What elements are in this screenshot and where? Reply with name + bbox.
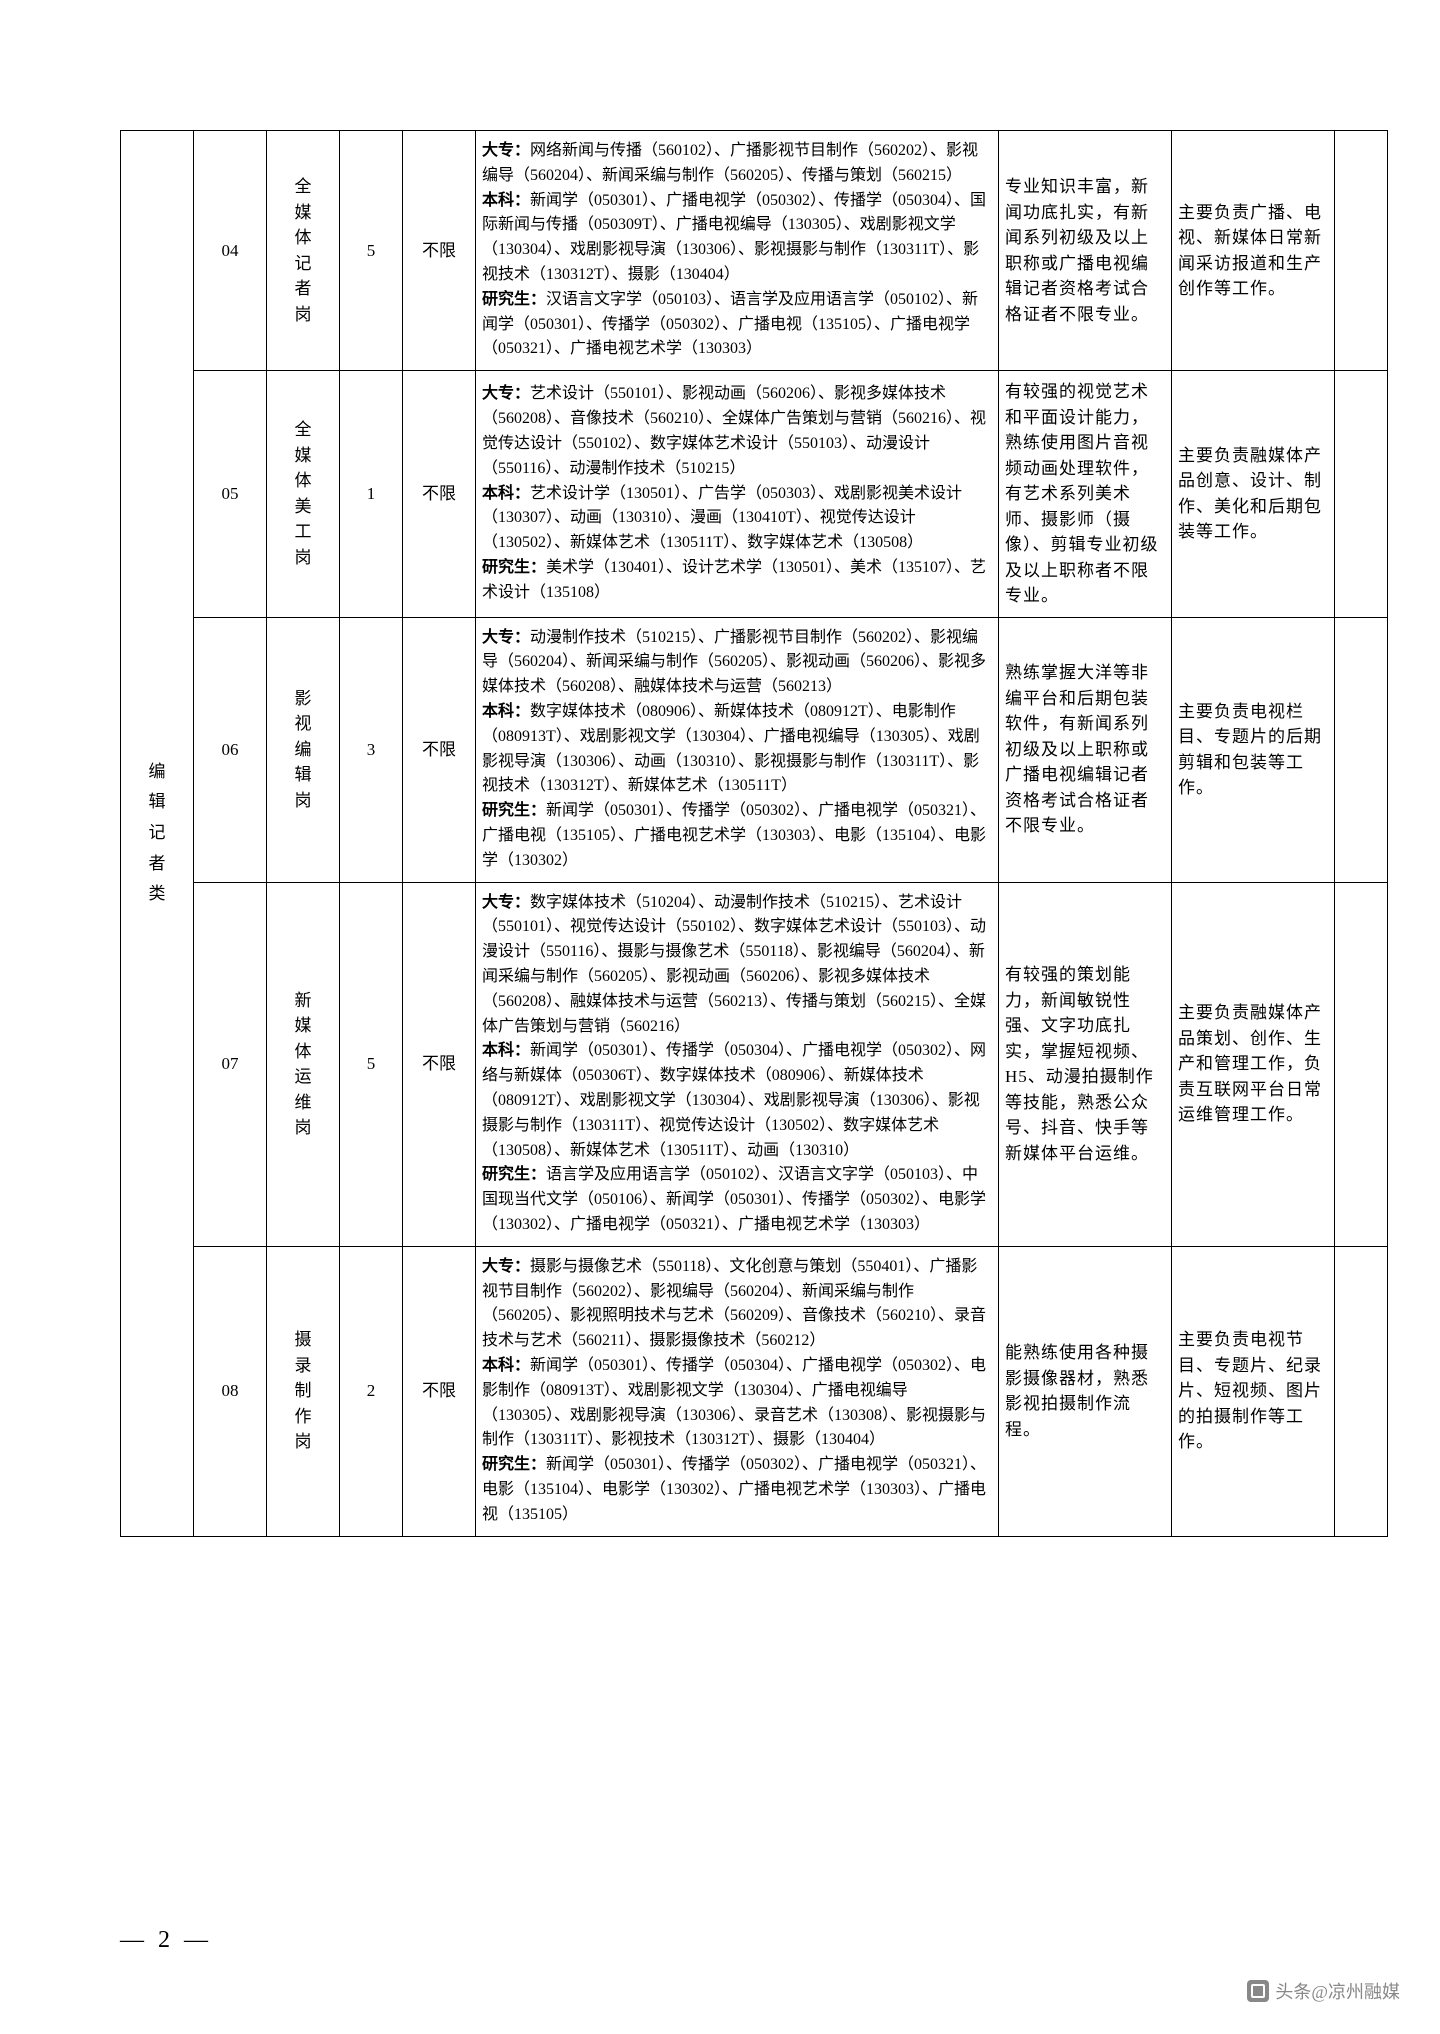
code-cell: 04 (194, 131, 267, 371)
table-body: 编辑记者类04全媒体记者岗5不限大专：网络新闻与传播（560102）、广播影视节… (121, 131, 1388, 1537)
limit-cell: 不限 (403, 1246, 476, 1536)
major-cell: 大专：摄影与摄像艺术（550118）、文化创意与策划（550401）、广播影视节… (476, 1246, 999, 1536)
requirement-cell: 熟练掌握大洋等非编平台和后期包装软件，有新闻系列初级及以上职称或广播电视编辑记者… (999, 617, 1172, 882)
code-cell: 05 (194, 371, 267, 618)
num-cell: 1 (340, 371, 403, 618)
duty-cell: 主要负责融媒体产品策划、创作、生产和管理工作，负责互联网平台日常运维管理工作。 (1172, 882, 1335, 1246)
num-cell: 5 (340, 882, 403, 1246)
post-cell: 摄录制作岗 (267, 1246, 340, 1536)
empty-cell (1335, 371, 1388, 618)
limit-cell: 不限 (403, 371, 476, 618)
recruitment-table: 编辑记者类04全媒体记者岗5不限大专：网络新闻与传播（560102）、广播影视节… (120, 130, 1388, 1537)
watermark-text: 头条@凉州融媒 (1275, 1978, 1400, 2004)
code-cell: 06 (194, 617, 267, 882)
empty-cell (1335, 882, 1388, 1246)
empty-cell (1335, 617, 1388, 882)
num-cell: 5 (340, 131, 403, 371)
post-cell: 全媒体记者岗 (267, 131, 340, 371)
limit-cell: 不限 (403, 882, 476, 1246)
duty-cell: 主要负责电视节目、专题片、纪录片、短视频、图片的拍摄制作等工作。 (1172, 1246, 1335, 1536)
limit-cell: 不限 (403, 617, 476, 882)
duty-cell: 主要负责广播、电视、新媒体日常新闻采访报道和生产创作等工作。 (1172, 131, 1335, 371)
duty-cell: 主要负责融媒体产品创意、设计、制作、美化和后期包装等工作。 (1172, 371, 1335, 618)
code-cell: 07 (194, 882, 267, 1246)
toutiao-icon (1247, 1980, 1269, 2002)
table-row: 07新媒体运维岗5不限大专：数字媒体技术（510204）、动漫制作技术（5102… (121, 882, 1388, 1246)
major-cell: 大专：网络新闻与传播（560102）、广播影视节目制作（560202）、影视编导… (476, 131, 999, 371)
empty-cell (1335, 131, 1388, 371)
requirement-cell: 有较强的视觉艺术和平面设计能力，熟练使用图片音视频动画处理软件，有艺术系列美术师… (999, 371, 1172, 618)
post-cell: 全媒体美工岗 (267, 371, 340, 618)
major-cell: 大专：艺术设计（550101）、影视动画（560206）、影视多媒体技术（560… (476, 371, 999, 618)
page-number: — 2 — (120, 1927, 212, 1954)
document-page: 编辑记者类04全媒体记者岗5不限大专：网络新闻与传播（560102）、广播影视节… (0, 0, 1440, 2034)
requirement-cell: 有较强的策划能力，新闻敏锐性强、文字功底扎实，掌握短视频、H5、动漫拍摄制作等技… (999, 882, 1172, 1246)
num-cell: 2 (340, 1246, 403, 1536)
limit-cell: 不限 (403, 131, 476, 371)
watermark: 头条@凉州融媒 (1247, 1978, 1400, 2004)
table-row: 编辑记者类04全媒体记者岗5不限大专：网络新闻与传播（560102）、广播影视节… (121, 131, 1388, 371)
empty-cell (1335, 1246, 1388, 1536)
num-cell: 3 (340, 617, 403, 882)
duty-cell: 主要负责电视栏目、专题片的后期剪辑和包装等工作。 (1172, 617, 1335, 882)
requirement-cell: 专业知识丰富，新闻功底扎实，有新闻系列初级及以上职称或广播电视编辑记者资格考试合… (999, 131, 1172, 371)
requirement-cell: 能熟练使用各种摄影摄像器材，熟悉影视拍摄制作流程。 (999, 1246, 1172, 1536)
post-cell: 新媒体运维岗 (267, 882, 340, 1246)
major-cell: 大专：动漫制作技术（510215）、广播影视节目制作（560202）、影视编导（… (476, 617, 999, 882)
category-label: 编辑记者类 (127, 757, 187, 910)
table-row: 05全媒体美工岗1不限大专：艺术设计（550101）、影视动画（560206）、… (121, 371, 1388, 618)
table-row: 06影视编辑岗3不限大专：动漫制作技术（510215）、广播影视节目制作（560… (121, 617, 1388, 882)
post-cell: 影视编辑岗 (267, 617, 340, 882)
major-cell: 大专：数字媒体技术（510204）、动漫制作技术（510215）、艺术设计（55… (476, 882, 999, 1246)
category-cell: 编辑记者类 (121, 131, 194, 1537)
code-cell: 08 (194, 1246, 267, 1536)
table-row: 08摄录制作岗2不限大专：摄影与摄像艺术（550118）、文化创意与策划（550… (121, 1246, 1388, 1536)
